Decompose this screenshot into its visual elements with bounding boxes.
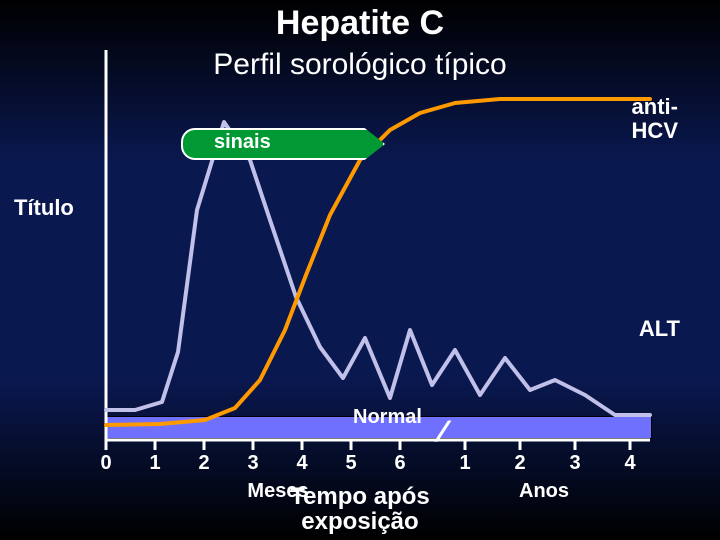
- tick-label: 0: [100, 452, 111, 475]
- tick-label: 3: [569, 452, 580, 475]
- tick-label: 2: [198, 452, 209, 475]
- alt-label: ALT: [639, 316, 680, 342]
- tick-label: 5: [345, 452, 356, 475]
- tick-label: 4: [296, 452, 307, 475]
- normal-label: Normal: [353, 406, 422, 429]
- slide: Hepatite C Perfil sorológico típico sina…: [0, 0, 720, 540]
- tick-label: 1: [149, 452, 160, 475]
- x-axis-label-line2: exposição: [301, 508, 418, 535]
- x-axis-label: Tempo após exposição: [0, 484, 720, 534]
- signals-label: sinais: [214, 131, 271, 154]
- tick-label: 6: [394, 452, 405, 475]
- anti-hcv-line1: anti-: [632, 94, 678, 119]
- y-axis-label: Título: [14, 195, 74, 221]
- tick-label: 1: [459, 452, 470, 475]
- signals-shape: [181, 128, 385, 160]
- tick-label: 2: [514, 452, 525, 475]
- tick-label: 4: [624, 452, 635, 475]
- tick-label: 3: [247, 452, 258, 475]
- anti-hcv-label: anti- HCV: [632, 95, 678, 143]
- x-axis-label-line1: Tempo após: [290, 483, 430, 510]
- anti-hcv-line2: HCV: [632, 118, 678, 143]
